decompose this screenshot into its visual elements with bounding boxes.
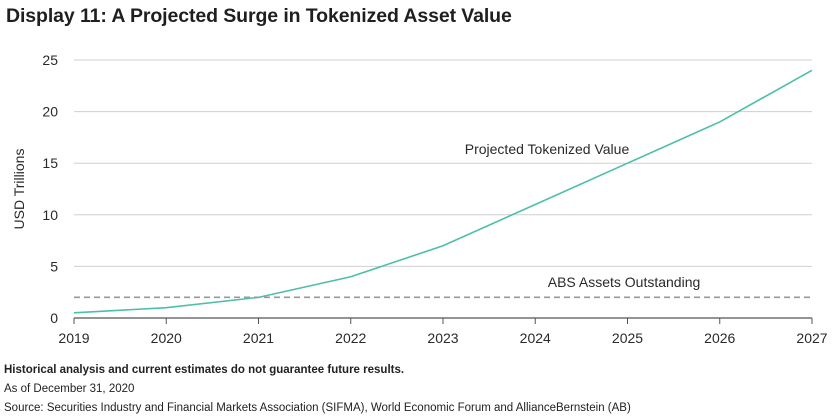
x-tick-label: 2020	[151, 330, 182, 346]
y-tick-label: 5	[50, 258, 58, 274]
x-tick-label: 2023	[427, 330, 458, 346]
y-tick-label: 10	[42, 207, 58, 223]
y-tick-label: 15	[42, 155, 58, 171]
x-tick-label: 2022	[335, 330, 366, 346]
disclaimer: Historical analysis and current estimate…	[4, 364, 405, 376]
chart-title: Display 11: A Projected Surge in Tokeniz…	[6, 5, 512, 27]
y-tick-label: 25	[42, 52, 58, 68]
abs-assets-outstanding-label: ABS Assets Outstanding	[548, 274, 701, 290]
gridlines	[74, 59, 812, 319]
x-axis-ticks: 2019 2020 2021 2022 2023 2024 2025 2026 2027	[58, 318, 828, 346]
x-tick-label: 2026	[704, 330, 735, 346]
y-tick-label: 20	[42, 104, 58, 120]
x-tick-label: 2021	[243, 330, 274, 346]
series-labels: Projected Tokenized Value ABS Assets Outs…	[465, 141, 701, 290]
x-tick-label: 2024	[520, 330, 551, 346]
x-tick-label: 2025	[612, 330, 643, 346]
y-axis-ticks: 0 5 10 15 20 25	[42, 52, 58, 326]
y-tick-label: 0	[50, 310, 58, 326]
source-note: Source: Securities Industry and Financia…	[4, 402, 631, 414]
x-tick-label: 2019	[58, 330, 89, 346]
projected-tokenized-value-line	[73, 69, 813, 314]
x-tick-label: 2027	[796, 330, 827, 346]
as-of-date: As of December 31, 2020	[4, 383, 135, 395]
projected-tokenized-value-label: Projected Tokenized Value	[465, 141, 630, 157]
y-axis-label: USD Trillions	[11, 149, 27, 230]
series-lines	[73, 69, 813, 314]
